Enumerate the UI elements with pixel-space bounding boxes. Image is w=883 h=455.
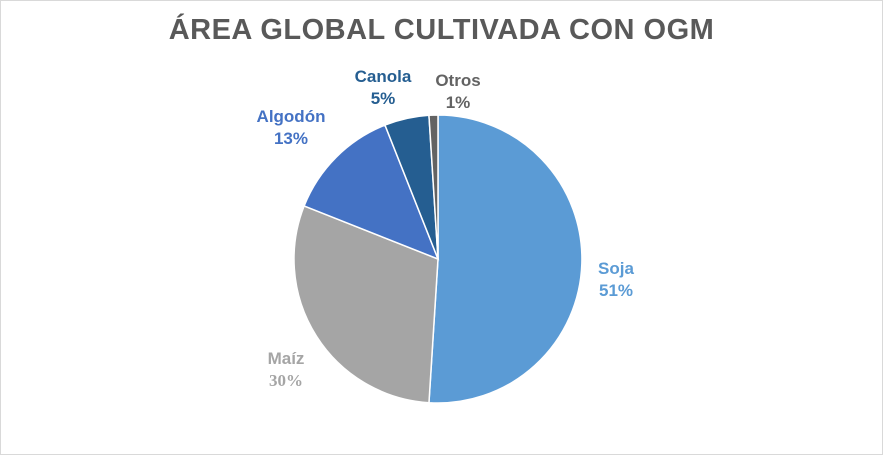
data-label-percent: 5% bbox=[370, 89, 396, 108]
pie-slices bbox=[293, 114, 583, 404]
data-label-percent: 51% bbox=[598, 281, 634, 300]
data-label-category: Otros bbox=[435, 71, 481, 90]
pie-slice-algodon bbox=[303, 124, 440, 261]
data-label-otros: Otros 1% bbox=[435, 70, 480, 114]
data-label-algodon: Algodón 13% bbox=[257, 106, 326, 150]
data-label-maiz: Maíz 30% bbox=[268, 348, 305, 392]
data-label-category: Canola bbox=[354, 67, 412, 86]
pie-slice-soja bbox=[428, 114, 583, 404]
data-label-soja: Soja 51% bbox=[598, 258, 634, 302]
data-label-percent: 13% bbox=[273, 129, 309, 148]
data-label-percent: 30% bbox=[269, 371, 303, 390]
data-label-category: Soja bbox=[598, 259, 634, 278]
pie-slice-maiz bbox=[293, 205, 439, 404]
data-label-percent: 1% bbox=[445, 93, 471, 112]
chart-title: ÁREA GLOBAL CULTIVADA CON OGM bbox=[168, 14, 715, 46]
pie-slice-otros bbox=[428, 114, 439, 260]
data-label-canola: Canola 5% bbox=[355, 66, 412, 110]
data-label-category: Algodón bbox=[256, 107, 326, 126]
data-label-category: Maíz bbox=[267, 349, 305, 368]
